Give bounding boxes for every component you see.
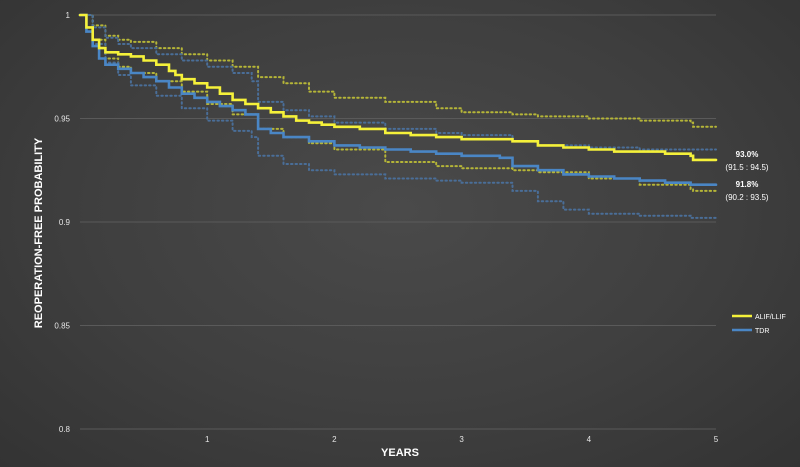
gridlines (80, 14, 716, 430)
x-tick-label: 5 (714, 435, 719, 444)
x-tick-label: 2 (332, 435, 337, 444)
ci-band-line-3 (79, 14, 717, 192)
end-value-tdr: 91.8% (736, 180, 759, 189)
x-tick-label: 1 (205, 435, 210, 444)
y-tick-labels: 1 0.95 0.9 0.85 0.8 (54, 11, 70, 434)
x-tick-label: 3 (459, 435, 464, 444)
legend-label-alif: ALIF/LLIF (755, 314, 786, 321)
series-line-tdr (78, 13, 718, 186)
ci-band-line-2 (79, 14, 717, 128)
y-tick-label: 1 (66, 11, 71, 20)
legend: ALIF/LLIF TDR (732, 314, 786, 335)
end-value-alif: 93.0% (736, 150, 759, 159)
x-tick-labels: 1 2 3 4 5 (205, 435, 719, 444)
y-axis-title: REOPERATION-FREE PROBABILITY (33, 137, 45, 328)
y-tick-label: 0.85 (54, 322, 70, 331)
y-tick-label: 0.95 (54, 115, 70, 124)
y-tick-label: 0.9 (59, 218, 71, 227)
x-tick-label: 4 (587, 435, 592, 444)
end-annotation-alif: 93.0% (91.5 : 94.5) (725, 150, 768, 172)
ci-band-line-4 (79, 14, 717, 151)
series-line-alif (78, 13, 718, 162)
ci-band-line-5 (79, 14, 717, 219)
end-ci-alif: (91.5 : 94.5) (725, 163, 768, 172)
end-ci-tdr: (90.2 : 93.5) (725, 193, 768, 202)
y-tick-label: 0.8 (59, 425, 71, 434)
legend-label-tdr: TDR (755, 328, 769, 335)
series-lines (78, 13, 718, 219)
end-annotation-tdr: 91.8% (90.2 : 93.5) (725, 180, 768, 202)
x-axis-title: YEARS (381, 447, 419, 459)
